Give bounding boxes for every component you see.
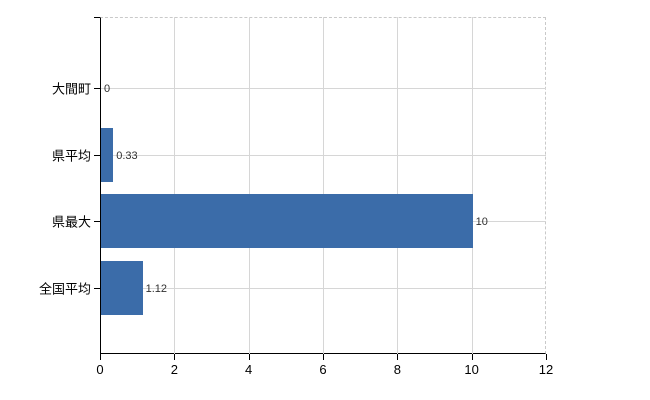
category-label: 全国平均 — [38, 281, 91, 297]
gridline-vertical — [174, 17, 176, 354]
x-tick-label: 10 — [464, 362, 479, 377]
x-tick-label: 12 — [538, 362, 554, 377]
x-axis-tick — [471, 354, 473, 360]
bar-value-label: 1.12 — [145, 283, 168, 295]
gridline-vertical — [323, 17, 324, 354]
gridline-horizontal — [101, 154, 546, 156]
y-axis-tick — [94, 288, 100, 289]
bar-value-label: 0.33 — [116, 149, 138, 162]
bar — [101, 194, 473, 249]
y-axis-end-tick — [94, 17, 100, 18]
x-axis-tick — [174, 354, 176, 360]
category-label: 大間町 — [51, 81, 91, 97]
gridline-horizontal — [101, 88, 546, 89]
x-tick-label: 6 — [319, 362, 327, 377]
y-axis-tick — [94, 221, 100, 223]
x-axis-tick — [100, 354, 101, 360]
x-axis-tick — [323, 354, 324, 360]
gridline-horizontal — [101, 288, 546, 289]
x-tick-label: 4 — [245, 362, 253, 377]
gridline-vertical — [471, 17, 473, 354]
x-axis-tick — [546, 354, 547, 360]
gridline-vertical — [248, 17, 250, 354]
x-tick-label: 8 — [393, 362, 401, 377]
x-tick-label: 2 — [170, 362, 178, 377]
y-axis-tick — [94, 154, 100, 156]
gridline-vertical — [397, 17, 399, 354]
category-label: 県平均 — [51, 148, 91, 164]
x-axis-tick — [248, 354, 250, 360]
x-axis-tick — [397, 354, 399, 360]
bar-value-label: 10 — [475, 216, 488, 229]
y-axis-tick — [94, 88, 100, 89]
bar — [101, 127, 114, 182]
category-label: 県最大 — [51, 214, 91, 230]
bar — [101, 261, 143, 315]
x-tick-label: 0 — [96, 362, 104, 377]
bar-value-label: 0 — [104, 83, 111, 95]
